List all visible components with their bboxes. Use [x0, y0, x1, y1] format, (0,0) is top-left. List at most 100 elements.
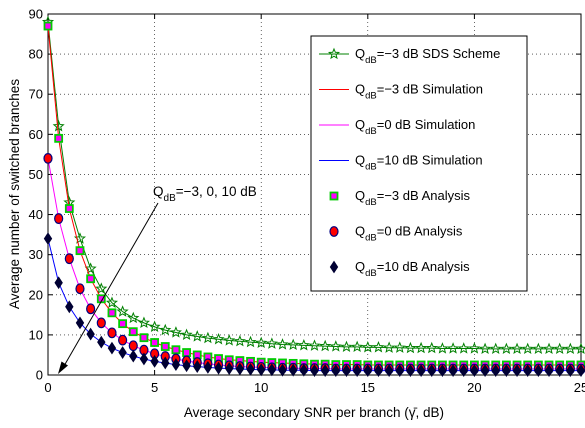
y-tick-label: 50 [29, 167, 43, 182]
data-point [480, 364, 490, 378]
data-point [329, 340, 342, 352]
y-tick-label: 30 [29, 247, 43, 262]
data-point [127, 311, 140, 324]
data-point [203, 360, 213, 374]
annotation-arrow-head [58, 361, 68, 374]
data-point [576, 364, 585, 378]
annotation-label: QdB=−3, 0, 10 dB [153, 184, 257, 204]
legend-entry: QdB=10 dB Simulation [319, 153, 483, 173]
data-point [555, 364, 564, 378]
data-point [107, 308, 117, 318]
y-tick-label: 90 [29, 7, 43, 22]
data-point [500, 342, 513, 355]
data-point [54, 133, 64, 143]
data-point [319, 339, 332, 352]
legend-label: QdB=0 dB Simulation [355, 117, 475, 137]
legend-box [310, 35, 528, 292]
data-point [288, 363, 298, 377]
data-point [107, 341, 117, 355]
data-point [447, 342, 460, 354]
y-tick-label: 20 [29, 287, 43, 302]
data-point [150, 338, 160, 347]
data-point [427, 364, 436, 378]
legend-entry: QdB=−3 dB SDS Scheme [319, 46, 500, 66]
data-point [331, 364, 341, 378]
data-point [532, 342, 545, 355]
legend-marker [329, 260, 339, 274]
data-point [223, 334, 236, 346]
data-point [139, 352, 149, 366]
data-point [457, 342, 470, 354]
legend-marker [329, 226, 339, 237]
data-point [105, 296, 118, 308]
data-point [542, 342, 556, 355]
data-point [180, 328, 193, 341]
data-point [171, 345, 181, 355]
data-point [523, 364, 532, 378]
data-point [246, 362, 255, 376]
data-point [84, 262, 97, 274]
legend-label: QdB=10 dB Analysis [355, 259, 470, 279]
series-0 [41, 15, 585, 355]
data-point [212, 332, 225, 345]
x-tick-label: 0 [44, 380, 51, 395]
legend-label: QdB=10 dB Simulation [355, 153, 483, 173]
data-point [479, 342, 492, 355]
data-point [308, 339, 321, 351]
data-point [502, 364, 511, 378]
legend-label: QdB=−3 dB Simulation [355, 82, 483, 102]
data-point [342, 364, 351, 378]
data-point [511, 342, 524, 355]
data-point [150, 354, 159, 368]
y-tick-label: 0 [36, 368, 43, 383]
data-point [470, 364, 479, 378]
legend: QdB=−3 dB SDS Scheme QdB=−3 dB Simulation… [310, 35, 528, 292]
data-point [225, 362, 234, 375]
data-point [265, 337, 278, 349]
data-point [448, 364, 458, 378]
y-tick-label: 80 [29, 47, 43, 62]
data-point [161, 356, 170, 370]
data-point [65, 300, 74, 314]
data-point [64, 253, 74, 265]
data-point [43, 152, 53, 164]
x-tick-label: 25 [574, 380, 585, 395]
data-point [54, 276, 63, 290]
data-point [139, 333, 149, 343]
data-point [406, 364, 415, 378]
y-axis-title: Average number of switched branches [7, 79, 22, 309]
data-point [171, 358, 181, 371]
data-point [395, 364, 404, 378]
data-point [191, 330, 204, 342]
data-point [148, 320, 161, 332]
data-point [278, 363, 287, 377]
data-point [438, 364, 447, 378]
series-layer [41, 15, 585, 378]
data-point [201, 331, 214, 344]
data-point [182, 359, 191, 373]
y-tick-label: 10 [29, 327, 43, 342]
legend-label: QdB=−3 dB SDS Scheme [355, 46, 500, 66]
data-point [257, 363, 266, 377]
x-tick-label: 5 [151, 380, 158, 395]
x-tick-label: 20 [467, 380, 481, 395]
data-point [86, 303, 96, 315]
data-point [118, 346, 127, 359]
data-point [169, 326, 182, 338]
data-point [214, 361, 223, 375]
data-point [436, 342, 449, 354]
data-point [160, 342, 170, 351]
data-point [159, 323, 172, 336]
data-point [553, 342, 566, 355]
data-point [564, 342, 577, 355]
legend-marker [327, 47, 341, 60]
series-6 [43, 232, 585, 378]
data-point [244, 335, 257, 348]
annotation: QdB=−3, 0, 10 dB [58, 184, 257, 374]
x-axis-title: Average secondary SNR per branch (γ̄, dB… [184, 405, 444, 420]
data-point [235, 362, 245, 376]
data-point [352, 364, 362, 378]
legend-entry: QdB=10 dB Analysis [329, 259, 470, 279]
data-point [255, 336, 268, 349]
